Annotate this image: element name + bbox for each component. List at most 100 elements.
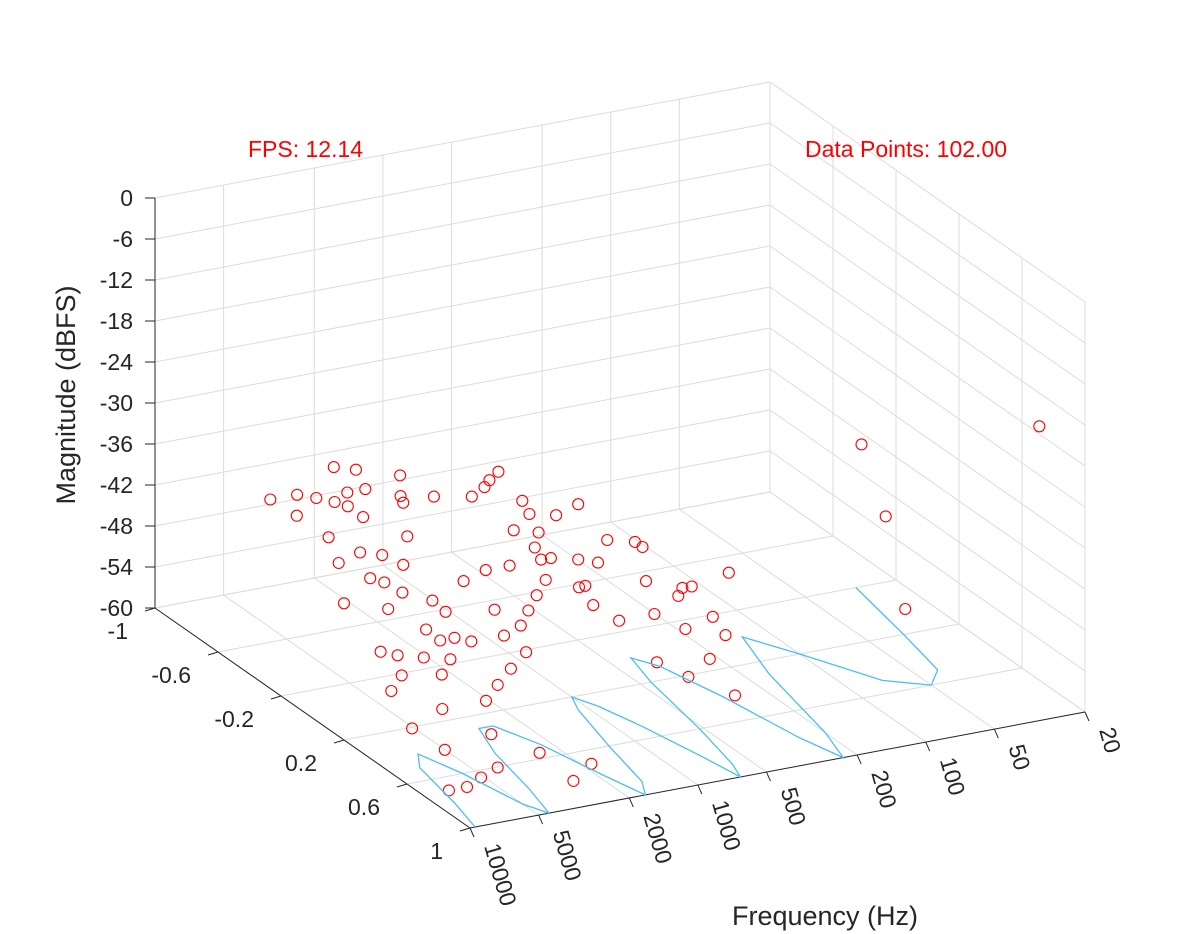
wall-gridline-z [154, 163, 771, 281]
wall-gridline-z [154, 491, 771, 609]
scatter-point [435, 668, 448, 681]
scatter-point [438, 743, 451, 756]
side-gridline-z [769, 327, 1086, 549]
scatter-point [397, 496, 410, 509]
scatter-point [436, 702, 449, 716]
y-tick [207, 651, 219, 656]
scatter-point [650, 656, 663, 669]
axes-layer [154, 198, 1086, 829]
scatter-point [395, 669, 408, 682]
scatter-point [322, 531, 335, 544]
z-tick-label: -30 [100, 390, 133, 416]
scatter-point [465, 635, 478, 648]
x-tick [993, 728, 999, 739]
scatter-point [406, 722, 419, 735]
scatter-point [291, 488, 304, 501]
floor-gridline-x [451, 551, 767, 773]
scatter-point [376, 549, 389, 562]
wall-gridline-z [154, 409, 771, 527]
side-gridline-z [769, 286, 1086, 508]
z-axis-label: Magnitude (dBFS) [51, 285, 81, 504]
scatter-point [337, 597, 351, 610]
scatter-point [394, 469, 407, 482]
scatter-point [396, 586, 409, 599]
y-tick [333, 739, 345, 744]
scatter-point [579, 579, 592, 592]
scatter-point [444, 653, 457, 666]
x-tick [628, 797, 634, 808]
scatter-point [728, 689, 742, 702]
y-tick-label: 0.6 [348, 794, 380, 820]
scatter-point [703, 652, 716, 665]
scatter-point [530, 589, 543, 602]
x-tick [697, 784, 703, 795]
scatter-point [374, 645, 387, 658]
scatter-point [397, 558, 410, 571]
x-axis-line [469, 711, 1086, 829]
scatter-point [492, 465, 505, 478]
scatter-point [522, 604, 535, 617]
scatter-point [706, 610, 719, 623]
scatter-point [434, 634, 447, 647]
fps-annotation: FPS: 12.14 [248, 136, 363, 162]
x-tick-label: 200 [866, 767, 902, 811]
scatter-point [533, 746, 546, 759]
scatter-point [439, 605, 452, 618]
scatter-point [539, 573, 552, 586]
floor-gridline-x [610, 521, 927, 743]
scatter-point [457, 575, 470, 588]
z-tick-label: -48 [100, 513, 133, 539]
y-tick [396, 783, 408, 788]
data-points-annotation: Data Points: 102.00 [805, 136, 1007, 162]
scatter-point [394, 490, 407, 503]
z-tick-label: -6 [113, 226, 133, 252]
y-axis-line [154, 607, 471, 829]
x-tick-label: 1000 [707, 797, 746, 853]
scatter-point [572, 498, 585, 511]
scatter-point [385, 684, 398, 698]
scatter-point [572, 553, 585, 566]
scatter-point [310, 491, 323, 505]
floor-gridline-x [313, 577, 630, 799]
y-tick-label: -1 [108, 618, 128, 644]
side-gridline-z [769, 368, 1086, 590]
scatter-point [535, 553, 548, 566]
scatter-point [601, 533, 614, 547]
scatter-point [478, 481, 491, 494]
scatter-point [532, 526, 545, 539]
scatter-point [328, 495, 341, 509]
data-layer [264, 420, 1046, 828]
scatter-point [364, 572, 377, 585]
x-tick-label: 2000 [638, 810, 677, 866]
scatter-point [354, 546, 367, 559]
scatter-point [639, 575, 653, 588]
wall-gridline-z [154, 122, 771, 240]
z-tick-label: -36 [100, 431, 133, 457]
ticks-layer: 20 50 100 200 500 1000 2000 5000 10000 -1 -0.6 -0.2… [100, 185, 1126, 909]
scatter-point [514, 619, 527, 632]
scatter-point [426, 594, 439, 607]
scatter-point [544, 552, 557, 565]
z-tick-label: -24 [100, 349, 133, 375]
scatter-point [676, 581, 689, 594]
side-gridline-z [769, 491, 1086, 713]
x-tick-label: 100 [935, 754, 971, 798]
wall-gridline-z [154, 368, 771, 486]
y-tick [270, 695, 282, 700]
z-tick-label: 0 [120, 185, 133, 211]
x-tick [538, 814, 544, 825]
floor-gridline-x [679, 508, 995, 730]
scatter-point [488, 603, 501, 616]
y-tick-label: 1 [430, 838, 443, 864]
scatter-point [382, 602, 395, 616]
z-tick-label: -60 [100, 595, 133, 621]
side-gridline-z [769, 409, 1086, 631]
scatter-point [523, 507, 536, 521]
scatter-point [503, 559, 516, 572]
scatter-point [332, 556, 345, 570]
scatter-point [672, 589, 685, 602]
scatter-point [442, 784, 455, 797]
side-gridline-z [769, 450, 1086, 672]
scatter-point [591, 556, 605, 569]
scatter-point [401, 530, 414, 543]
